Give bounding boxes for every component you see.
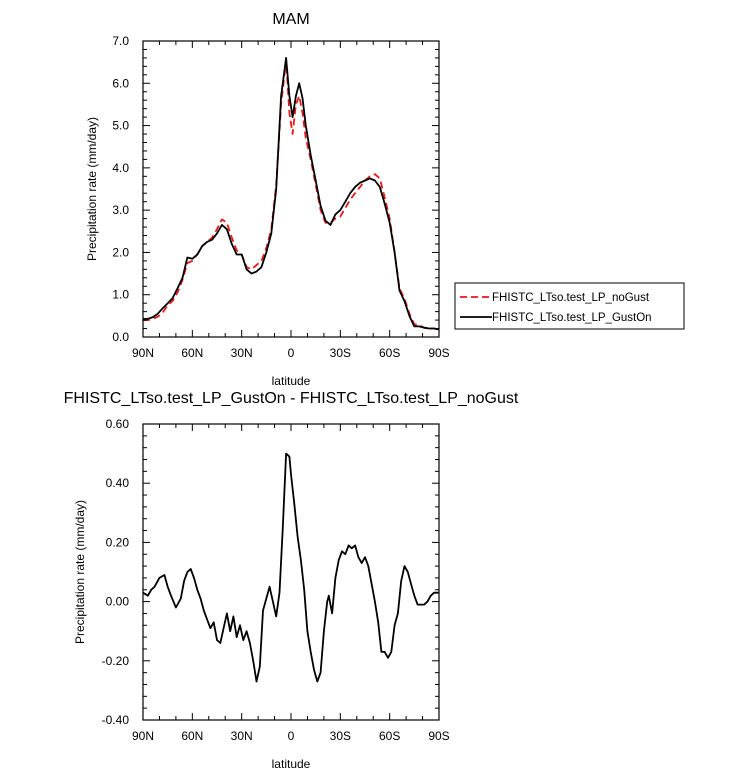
bottom-ytick-label: 0.40 [106, 476, 130, 490]
bottom-ytick-label: 0.60 [106, 417, 130, 431]
series-GustOn-line [142, 57, 440, 331]
top-xtick-label: 30S [330, 346, 351, 360]
bottom-xtick-label: 0 [288, 729, 295, 743]
top-plot-title: MAM [272, 11, 309, 28]
bottom-plot-ylabel: Precipitation rate (mm/day) [73, 500, 87, 644]
top-xtick-label: 60N [181, 346, 203, 360]
top-ytick-label: 2.0 [112, 245, 129, 259]
top-ytick-label: 3.0 [112, 203, 129, 217]
top-plot-panel: MAM 90N 60N 30N 0 30S 60S 90S 0.0 1.0 2.0 3.0 4.0 5.… [85, 11, 450, 388]
bottom-xtick-label: 30N [231, 729, 253, 743]
bottom-xtick-label: 60S [379, 729, 400, 743]
top-ytick-label: 4.0 [112, 161, 129, 175]
legend: FHISTC_LTso.test_LP_noGust FHISTC_LTso.t… [454, 282, 685, 330]
bottom-plot-xlabel: latitude [272, 757, 311, 771]
top-ytick-label: 5.0 [112, 119, 129, 133]
top-xtick-label: 0 [288, 346, 295, 360]
top-plot-frame [142, 40, 440, 338]
bottom-ytick-label: -0.40 [102, 713, 130, 727]
bottom-xtick-label: 30S [330, 729, 351, 743]
bottom-plot-panel: FHISTC_LTso.test_LP_GustOn - FHISTC_LTso… [64, 390, 519, 771]
bottom-ytick-label: -0.20 [102, 654, 130, 668]
bottom-xtick-label: 90S [428, 729, 449, 743]
legend-box [454, 282, 685, 330]
legend-label-noGust: FHISTC_LTso.test_LP_noGust [492, 292, 650, 304]
bottom-xtick-label: 60N [181, 729, 203, 743]
top-plot-ylabel: Precipitation rate (mm/day) [85, 117, 99, 261]
top-xtick-label: 90S [428, 346, 449, 360]
top-plot-xlabel: latitude [272, 374, 311, 388]
top-ytick-label: 0.0 [112, 330, 129, 344]
series-noGust-line [143, 59, 440, 331]
bottom-xtick-label: 90N [132, 729, 154, 743]
top-ytick-label: 7.0 [112, 34, 129, 48]
bottom-ytick-label: 0.20 [106, 535, 130, 549]
bottom-ytick-label: 0.00 [106, 595, 130, 609]
top-xtick-label: 30N [231, 346, 253, 360]
difference-series-line [142, 452, 439, 683]
top-ytick-label: 1.0 [112, 288, 129, 302]
top-xtick-label: 60S [379, 346, 400, 360]
top-xtick-label: 90N [132, 346, 154, 360]
top-ytick-label: 6.0 [112, 76, 129, 90]
bottom-plot-title: FHISTC_LTso.test_LP_GustOn - FHISTC_LTso… [64, 390, 519, 407]
legend-label-GustOn: FHISTC_LTso.test_LP_GustOn [492, 312, 652, 324]
